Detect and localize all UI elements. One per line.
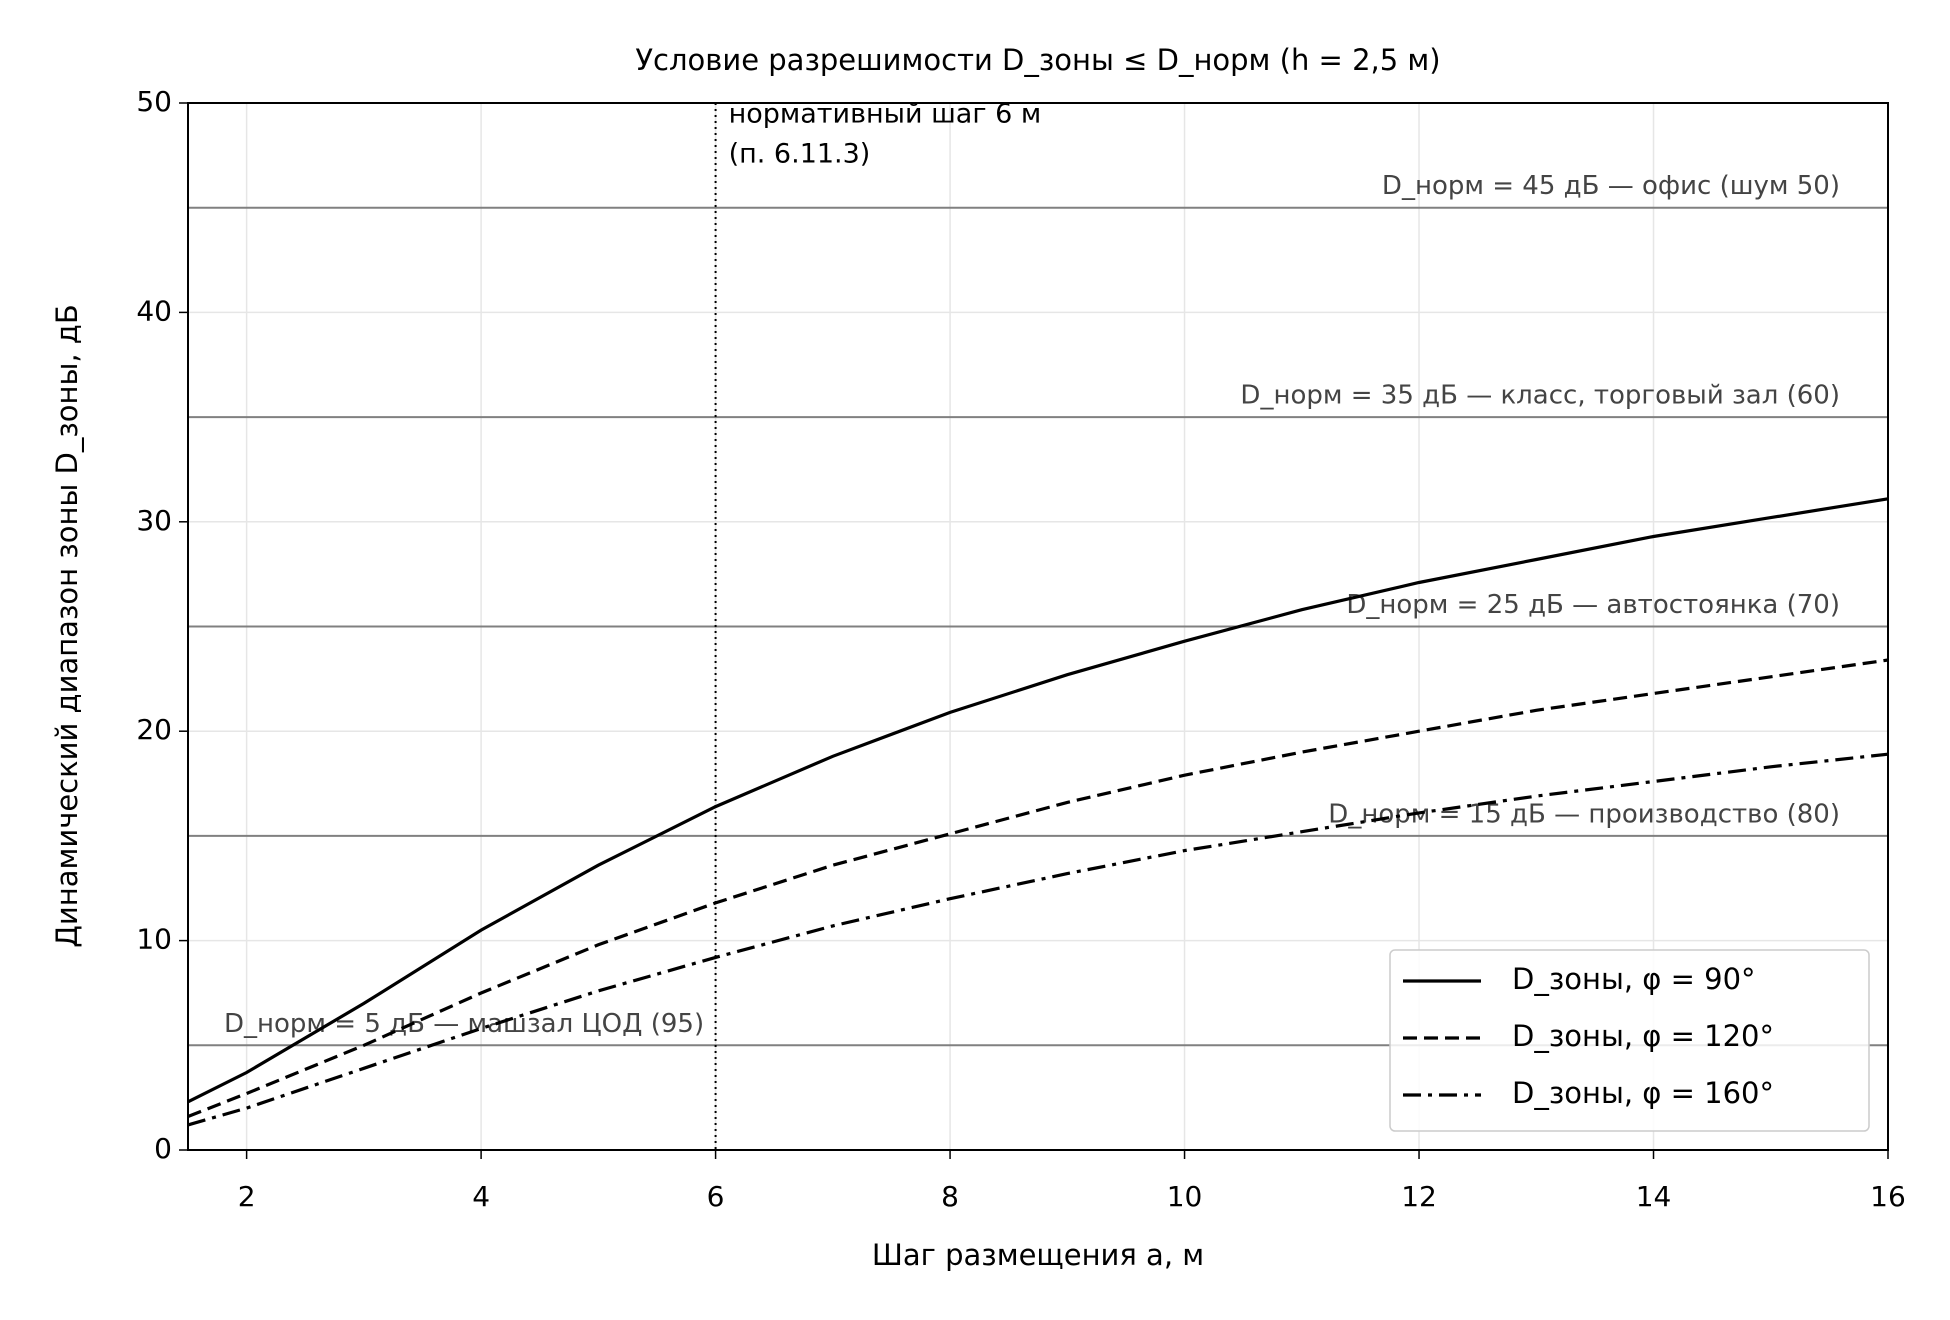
y-tick-label: 40 <box>136 294 172 327</box>
legend-box <box>1389 949 1870 1132</box>
reference-label: D_норм = 15 дБ — производство (80) <box>1328 799 1840 829</box>
reference-label: D_норм = 45 дБ — офис (шум 50) <box>1382 171 1840 201</box>
reference-label: D_норм = 25 дБ — автостоянка (70) <box>1346 590 1840 620</box>
y-tick-label: 0 <box>154 1132 172 1165</box>
x-tick-label: 2 <box>238 1180 256 1213</box>
x-tick-label: 4 <box>472 1180 490 1213</box>
series-line <box>187 497 1889 1104</box>
legend: D_зоны, φ = 90° D_зоны, φ = 120° D_зоны, φ… <box>1389 949 1870 1132</box>
x-tick-label: 8 <box>941 1180 959 1213</box>
x-axis-label: Шаг размещения a, м <box>872 1238 1204 1272</box>
legend-label: D_зоны, φ = 120° <box>1512 1019 1774 1053</box>
series-line <box>187 752 1889 1127</box>
y-tick-label: 20 <box>136 713 172 746</box>
x-tick-label: 16 <box>1870 1180 1906 1213</box>
x-tick-label: 12 <box>1401 1180 1437 1213</box>
legend-label: D_зоны, φ = 90° <box>1512 962 1756 996</box>
legend-label: D_зоны, φ = 160° <box>1512 1076 1774 1110</box>
x-tick-label: 14 <box>1636 1180 1672 1213</box>
series-line <box>187 658 1889 1118</box>
y-tick-label: 50 <box>136 85 172 118</box>
x-tick-label: 6 <box>707 1180 725 1213</box>
plot-frame <box>187 102 1889 1151</box>
x-tick-label: 10 <box>1167 1180 1203 1213</box>
chart-title: Условие разрешимости D_зоны ≤ D_норм (h … <box>635 43 1440 77</box>
y-tick-label: 10 <box>136 923 172 956</box>
reference-label: D_норм = 35 дБ — класс, торговый зал (60… <box>1240 381 1840 411</box>
y-axis-label: Динамический диапазон зоны D_зоны, дБ <box>50 304 84 948</box>
y-tick-label: 30 <box>136 504 172 537</box>
vline-label: (п. 6.11.3) <box>729 139 871 170</box>
